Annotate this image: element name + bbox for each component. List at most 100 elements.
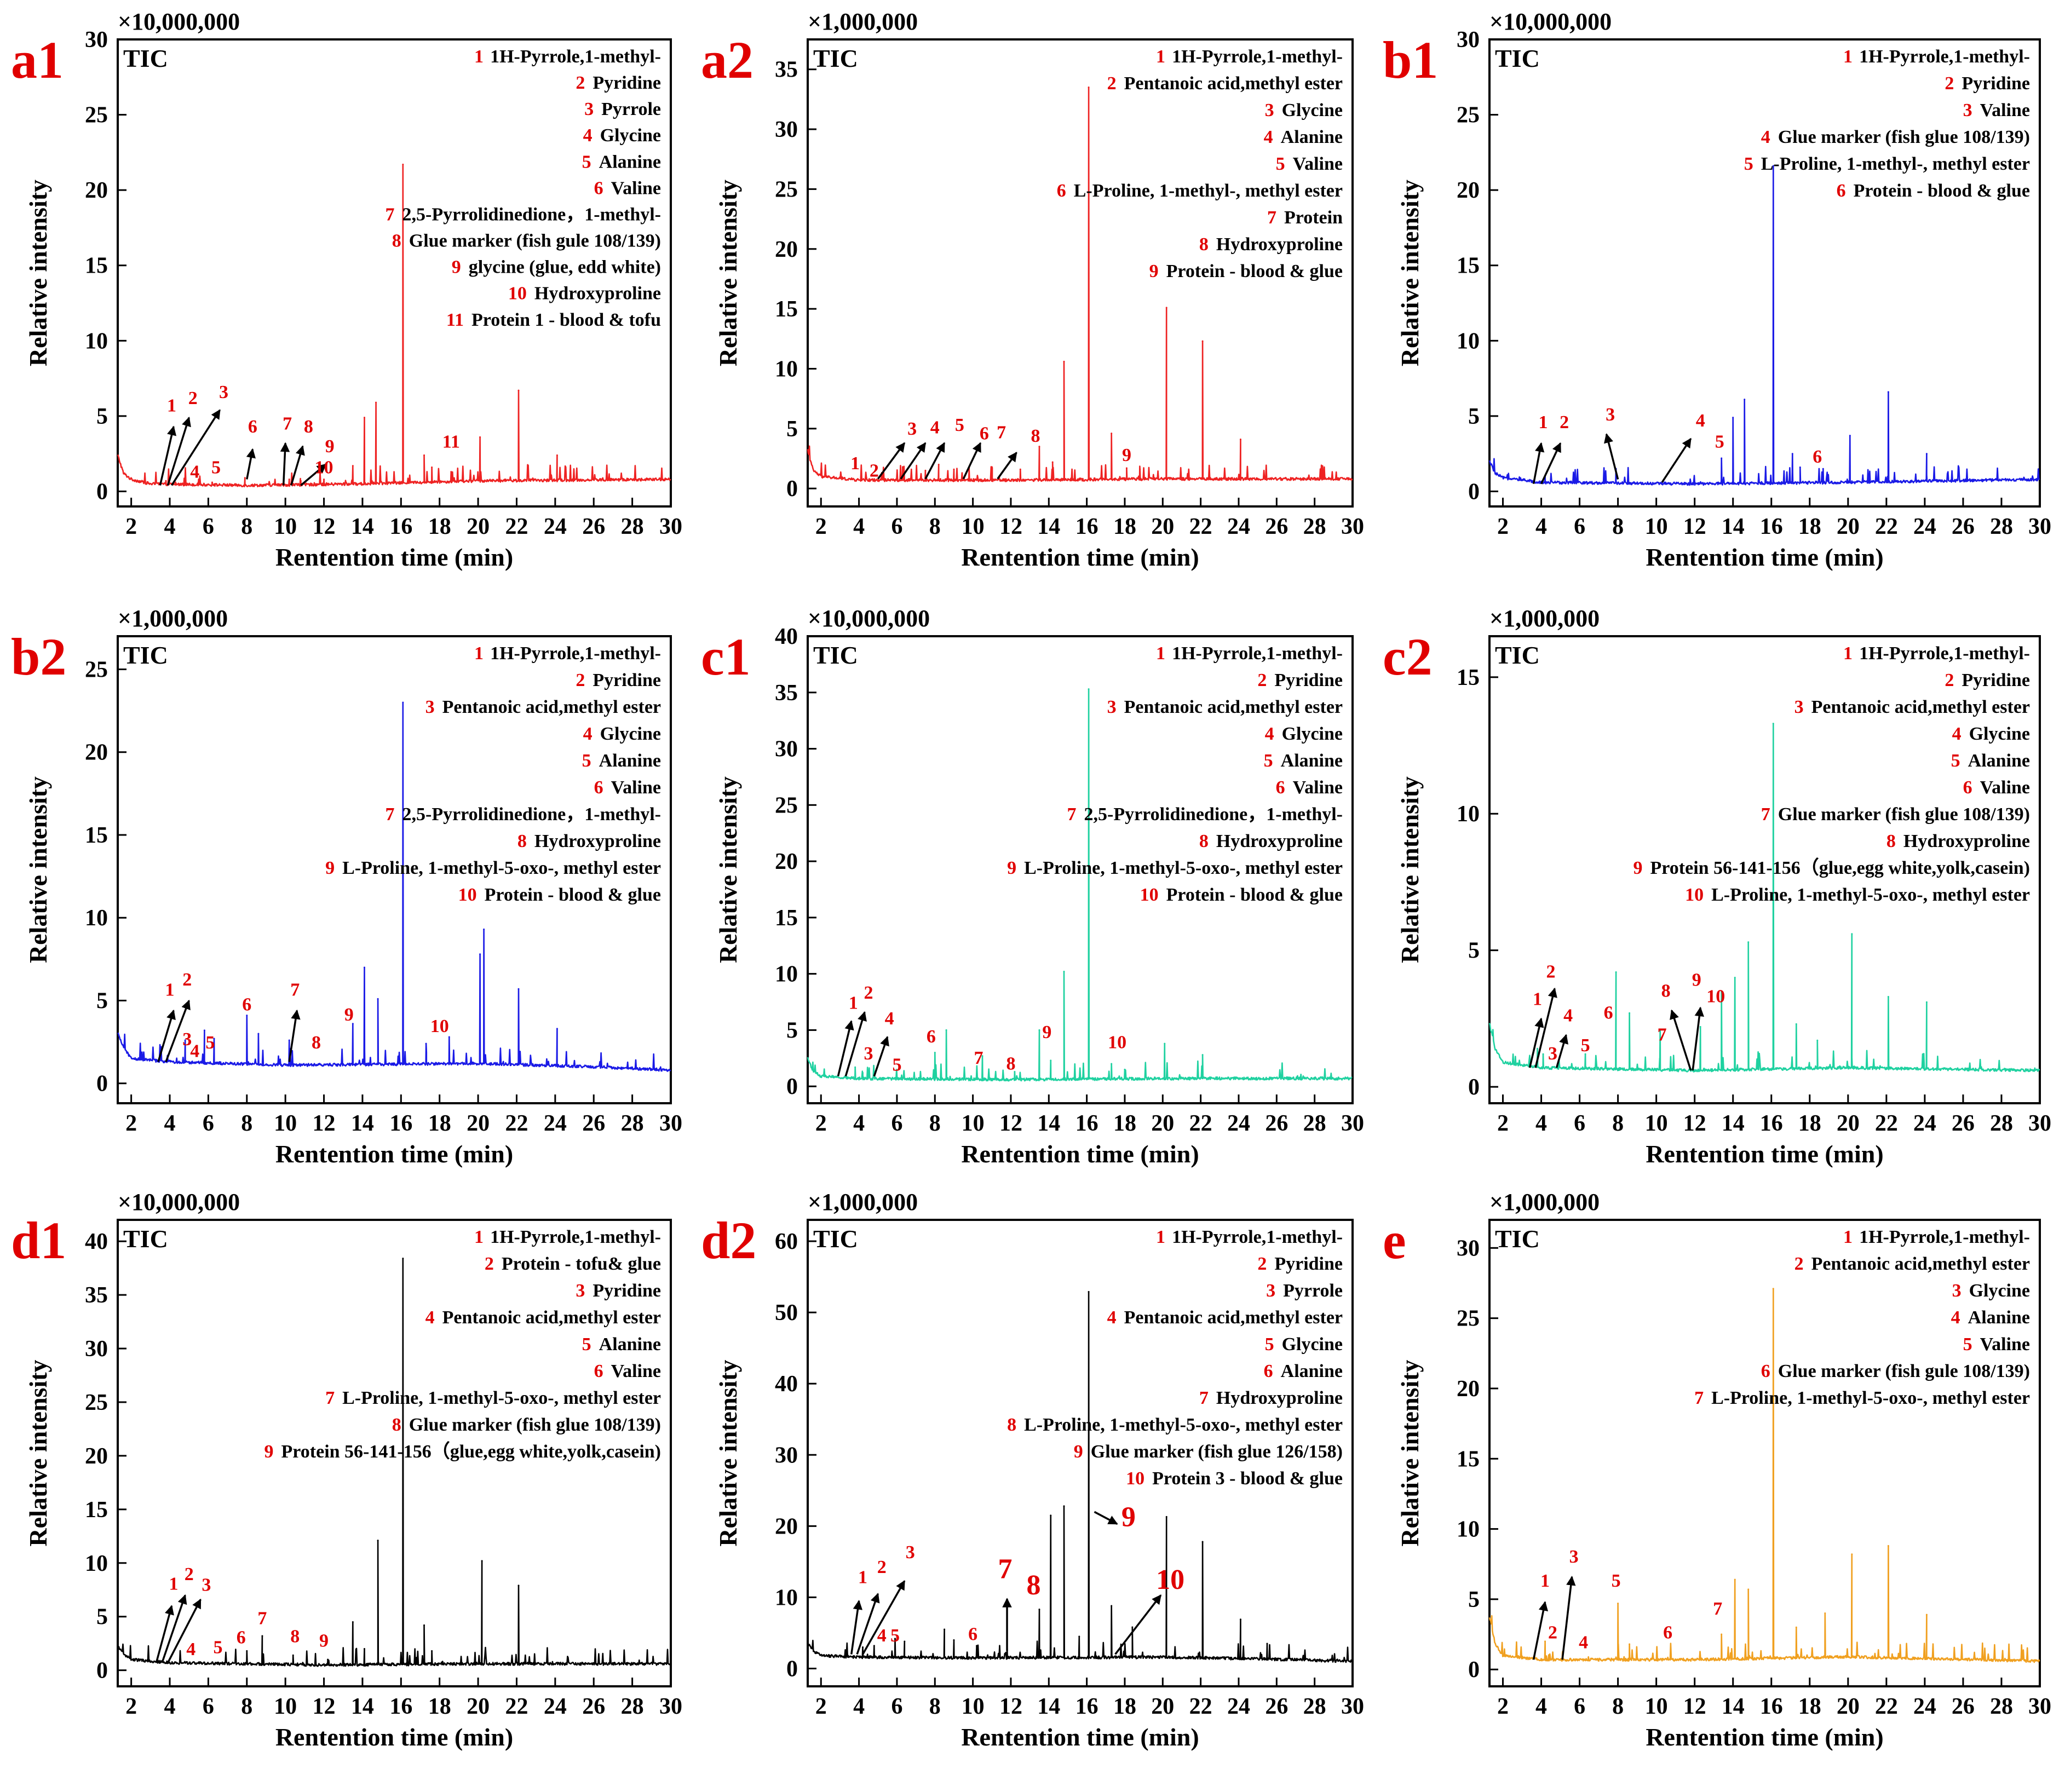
x-tick-label: 2 <box>1497 1111 1509 1136</box>
peak-point <box>327 1658 329 1661</box>
y-tick-label: 40 <box>775 624 798 649</box>
legend-entry: 9 Protein 56-141-156（glue,egg white,yolk,… <box>1633 857 2030 878</box>
legend-number: 1 <box>474 47 483 67</box>
legend-label: Pentanoic acid,methyl ester <box>442 697 661 717</box>
legend-label: 1H-Pyrrole,1-methyl- <box>490 643 661 664</box>
y-axis-title: Relative intensity <box>1396 1359 1424 1546</box>
peak-number-label: 3 <box>202 1575 211 1595</box>
legend-number: 3 <box>1952 1281 1962 1301</box>
y-tick-label: 20 <box>775 237 798 262</box>
annotation-arrow <box>837 1020 854 1077</box>
legend-number: 9 <box>325 858 335 878</box>
peak-point <box>1078 1635 1080 1638</box>
peak-number-label: 8 <box>1031 426 1040 446</box>
x-tick-label: 26 <box>1265 1694 1288 1719</box>
legend-number: 4 <box>1265 724 1274 744</box>
legend-label: Protein 1 - blood & tofu <box>471 310 661 330</box>
peak-number-label: 2 <box>1560 412 1569 433</box>
x-tick-label: 24 <box>1227 1694 1250 1719</box>
panel-label: b2 <box>11 627 66 686</box>
peak-point <box>363 966 365 969</box>
legend-label: Pentanoic acid,methyl ester <box>1811 697 2030 717</box>
x-tick-label: 20 <box>1837 1111 1860 1136</box>
peak-number-label: 10 <box>1156 1564 1184 1595</box>
legend-label: glycine (glue, edd white) <box>469 257 661 278</box>
legend-number: 9 <box>1633 858 1643 878</box>
legend-entry: 4 Pentanoic acid,methyl ester <box>1107 1307 1343 1328</box>
y-scale-multiplier: ×10,000,000 <box>1489 8 1612 35</box>
legend-number: 6 <box>594 1361 603 1381</box>
legend-number: 2 <box>1107 73 1117 94</box>
x-tick-label: 26 <box>582 1694 605 1719</box>
legend-entry: 8 Hydroxyproline <box>517 831 661 851</box>
y-tick-label: 50 <box>775 1300 798 1326</box>
x-tick-label: 6 <box>203 1111 214 1136</box>
peak-point <box>1088 86 1090 88</box>
legend-number: 8 <box>392 1415 401 1435</box>
legend-entry: 7 Hydroxyproline <box>1199 1388 1343 1408</box>
peak-number-label: 5 <box>890 1626 900 1646</box>
peak-point <box>483 928 485 930</box>
y-tick-label: 30 <box>1457 1236 1480 1261</box>
x-tick-label: 14 <box>351 1111 374 1136</box>
legend-entry: 8 Glue marker (fish glue 108/139) <box>392 1415 661 1435</box>
y-tick-label: 25 <box>775 793 798 818</box>
legend-number: 5 <box>1276 154 1285 174</box>
legend-entry: 4 Pentanoic acid,methyl ester <box>425 1307 661 1328</box>
legend-entry: 9 Protein - blood & glue <box>1149 261 1343 281</box>
annotation-arrow <box>1604 433 1619 480</box>
x-tick-label: 20 <box>467 1111 490 1136</box>
y-tick-label: 25 <box>85 657 108 682</box>
x-tick-label: 8 <box>929 514 941 539</box>
x-tick-label: 12 <box>999 514 1022 539</box>
legend-number: 6 <box>1837 181 1846 201</box>
x-tick-label: 10 <box>1645 1111 1668 1136</box>
peak-point <box>377 998 379 1000</box>
x-tick-label: 6 <box>891 1111 902 1136</box>
peak-number-label: 3 <box>906 1542 915 1563</box>
legend-label: Valine <box>1980 100 2030 120</box>
peak-point <box>1131 1626 1134 1628</box>
x-tick-label: 12 <box>1683 514 1706 539</box>
tic-trace <box>1488 1288 2040 1663</box>
peak-point <box>1164 1042 1166 1045</box>
y-tick-label: 20 <box>85 1444 108 1469</box>
legend-number: 6 <box>1963 777 1972 798</box>
peak-point <box>288 1039 290 1041</box>
peak-point <box>450 471 452 473</box>
legend-number: 1 <box>1843 47 1852 67</box>
x-tick-label: 28 <box>621 514 644 539</box>
peak-number-label: 3 <box>219 382 228 402</box>
peak-number-label: 5 <box>1612 1571 1621 1591</box>
legend-number: 7 <box>1761 804 1770 825</box>
x-tick-label: 10 <box>274 1111 297 1136</box>
x-tick-label: 12 <box>1683 1111 1706 1136</box>
peak-number-label: 2 <box>877 1557 887 1577</box>
x-axis-title: Rentention time (min) <box>961 1140 1199 1168</box>
y-tick-label: 0 <box>96 1658 108 1684</box>
legend-number: 9 <box>264 1442 274 1462</box>
peak-point <box>1201 1541 1204 1543</box>
panel-label: d2 <box>701 1211 756 1270</box>
x-tick-label: 22 <box>1189 514 1212 539</box>
panel-label: a1 <box>11 31 64 89</box>
x-tick-label: 6 <box>891 514 902 539</box>
x-axis-title: Rentention time (min) <box>1646 1140 1883 1168</box>
peak-point <box>1747 1588 1750 1591</box>
peak-number-label: 9 <box>1122 445 1131 465</box>
legend-label: Alanine <box>599 1334 661 1355</box>
peak-number-label: 2 <box>864 983 873 1003</box>
peak-point <box>1795 1023 1797 1025</box>
legend-label: Protein 56-141-156（glue,egg white,yolk,c… <box>281 1440 661 1462</box>
peak-number-label: 5 <box>211 457 221 477</box>
y-tick-label: 5 <box>786 417 798 442</box>
legend-entry: 10 Hydroxyproline <box>508 284 661 304</box>
legend-label: L-Proline, 1-methyl-5-oxo-, methyl ester <box>1024 858 1343 878</box>
x-tick-label: 2 <box>815 514 827 539</box>
legend-label: Pentanoic acid,methyl ester <box>1124 697 1343 717</box>
legend-number: 7 <box>1067 804 1077 825</box>
y-tick-label: 20 <box>775 849 798 874</box>
y-tick-label: 15 <box>85 1497 108 1523</box>
y-tick-label: 5 <box>96 988 108 1013</box>
peak-point <box>873 1645 875 1647</box>
